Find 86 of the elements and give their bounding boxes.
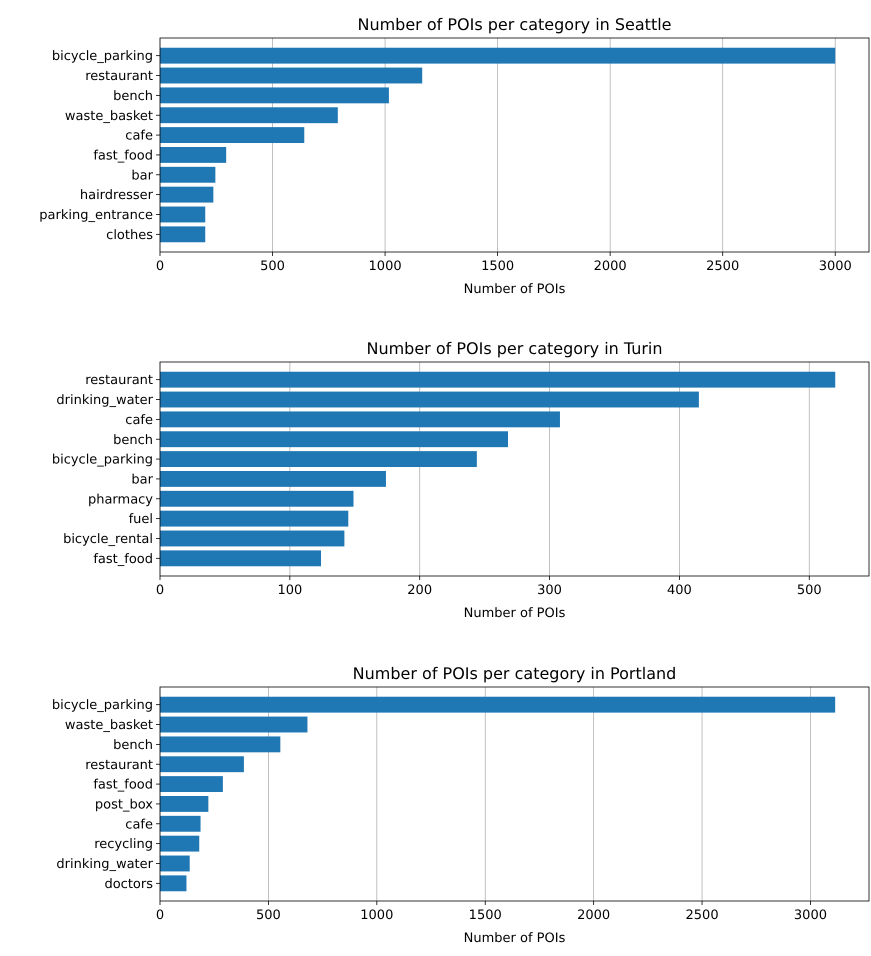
x-tick-label: 2500 (686, 908, 719, 923)
x-axis-title: Number of POIs (464, 606, 566, 621)
bar (160, 127, 304, 144)
bar (160, 87, 389, 104)
bar (160, 431, 508, 448)
y-tick-label: drinking_water (56, 857, 154, 872)
x-tick-label: 1000 (368, 259, 402, 274)
x-tick-label: 500 (256, 908, 281, 923)
x-tick-label: 100 (277, 583, 302, 598)
bar (160, 550, 322, 566)
x-tick-label: 0 (156, 908, 164, 923)
bar (160, 875, 186, 892)
y-tick-label: restaurant (85, 758, 153, 773)
x-tick-label: 1500 (481, 259, 514, 274)
x-tick-label: 500 (260, 259, 285, 274)
bar (160, 470, 386, 487)
bar (160, 107, 338, 124)
bar (160, 490, 354, 507)
chart-title: Number of POIs per category in Turin (366, 339, 663, 358)
bar (160, 696, 836, 713)
y-tick-label: cafe (125, 817, 153, 832)
bar (160, 146, 226, 163)
y-tick-label: drinking_water (56, 393, 154, 408)
x-tick-label: 3000 (818, 259, 852, 274)
x-axis-title: Number of POIs (464, 931, 566, 946)
y-tick-label: restaurant (85, 69, 153, 84)
bar (160, 530, 344, 546)
bar (160, 451, 477, 468)
bar (160, 510, 348, 527)
y-tick-label: bicycle_parking (52, 698, 153, 714)
bar (160, 206, 206, 222)
y-tick-label: fuel (128, 512, 153, 528)
y-tick-label: bar (131, 472, 154, 488)
y-tick-label: waste_basket (64, 718, 153, 734)
bar (160, 68, 422, 84)
x-tick-label: 1500 (468, 908, 502, 923)
bar (160, 796, 208, 812)
bar (160, 48, 836, 64)
y-tick-label: bar (131, 168, 154, 184)
bar (160, 166, 216, 183)
y-tick-label: bench (113, 88, 153, 104)
bar (160, 836, 200, 852)
y-tick-label: fast_food (93, 148, 153, 164)
bar (160, 856, 190, 872)
chart-title: Number of POIs per category in Seattle (357, 15, 672, 34)
bar (160, 226, 206, 242)
x-tick-label: 0 (156, 583, 164, 598)
x-tick-label: 300 (537, 583, 562, 598)
x-tick-label: 2000 (577, 908, 610, 923)
x-tick-label: 200 (407, 583, 432, 598)
y-tick-label: bench (113, 432, 153, 448)
y-tick-label: waste_basket (64, 108, 153, 124)
y-tick-label: recycling (94, 837, 153, 852)
bar (160, 372, 836, 388)
y-tick-label: restaurant (85, 373, 153, 388)
y-tick-label: post_box (94, 797, 154, 812)
y-tick-label: bicycle_parking (52, 49, 153, 64)
chart-title: Number of POIs per category in Portland (352, 664, 676, 683)
y-tick-label: cafe (125, 128, 153, 144)
y-tick-label: bicycle_parking (52, 452, 153, 468)
x-tick-label: 2000 (594, 259, 627, 274)
bar (160, 816, 201, 832)
y-tick-label: bench (113, 738, 153, 753)
x-tick-label: 500 (796, 583, 822, 598)
y-tick-label: fast_food (93, 552, 153, 567)
bar (160, 392, 699, 408)
x-tick-label: 0 (156, 259, 164, 274)
y-tick-label: parking_entrance (39, 208, 153, 224)
x-tick-label: 400 (667, 583, 692, 598)
x-axis-title: Number of POIs (464, 282, 566, 297)
y-tick-label: clothes (106, 228, 154, 243)
y-tick-label: cafe (125, 412, 153, 428)
bar (160, 411, 560, 428)
bar (160, 776, 223, 792)
bar (160, 186, 214, 203)
y-tick-label: hairdresser (80, 188, 154, 204)
bar (160, 716, 308, 732)
y-tick-label: pharmacy (88, 492, 154, 508)
y-tick-label: doctors (104, 876, 154, 892)
y-tick-label: bicycle_rental (63, 532, 153, 548)
bar (160, 756, 244, 772)
x-tick-label: 2500 (706, 259, 740, 274)
y-tick-label: fast_food (93, 778, 153, 793)
x-tick-label: 1000 (360, 908, 394, 923)
x-tick-label: 3000 (794, 908, 828, 923)
bar (160, 736, 280, 752)
